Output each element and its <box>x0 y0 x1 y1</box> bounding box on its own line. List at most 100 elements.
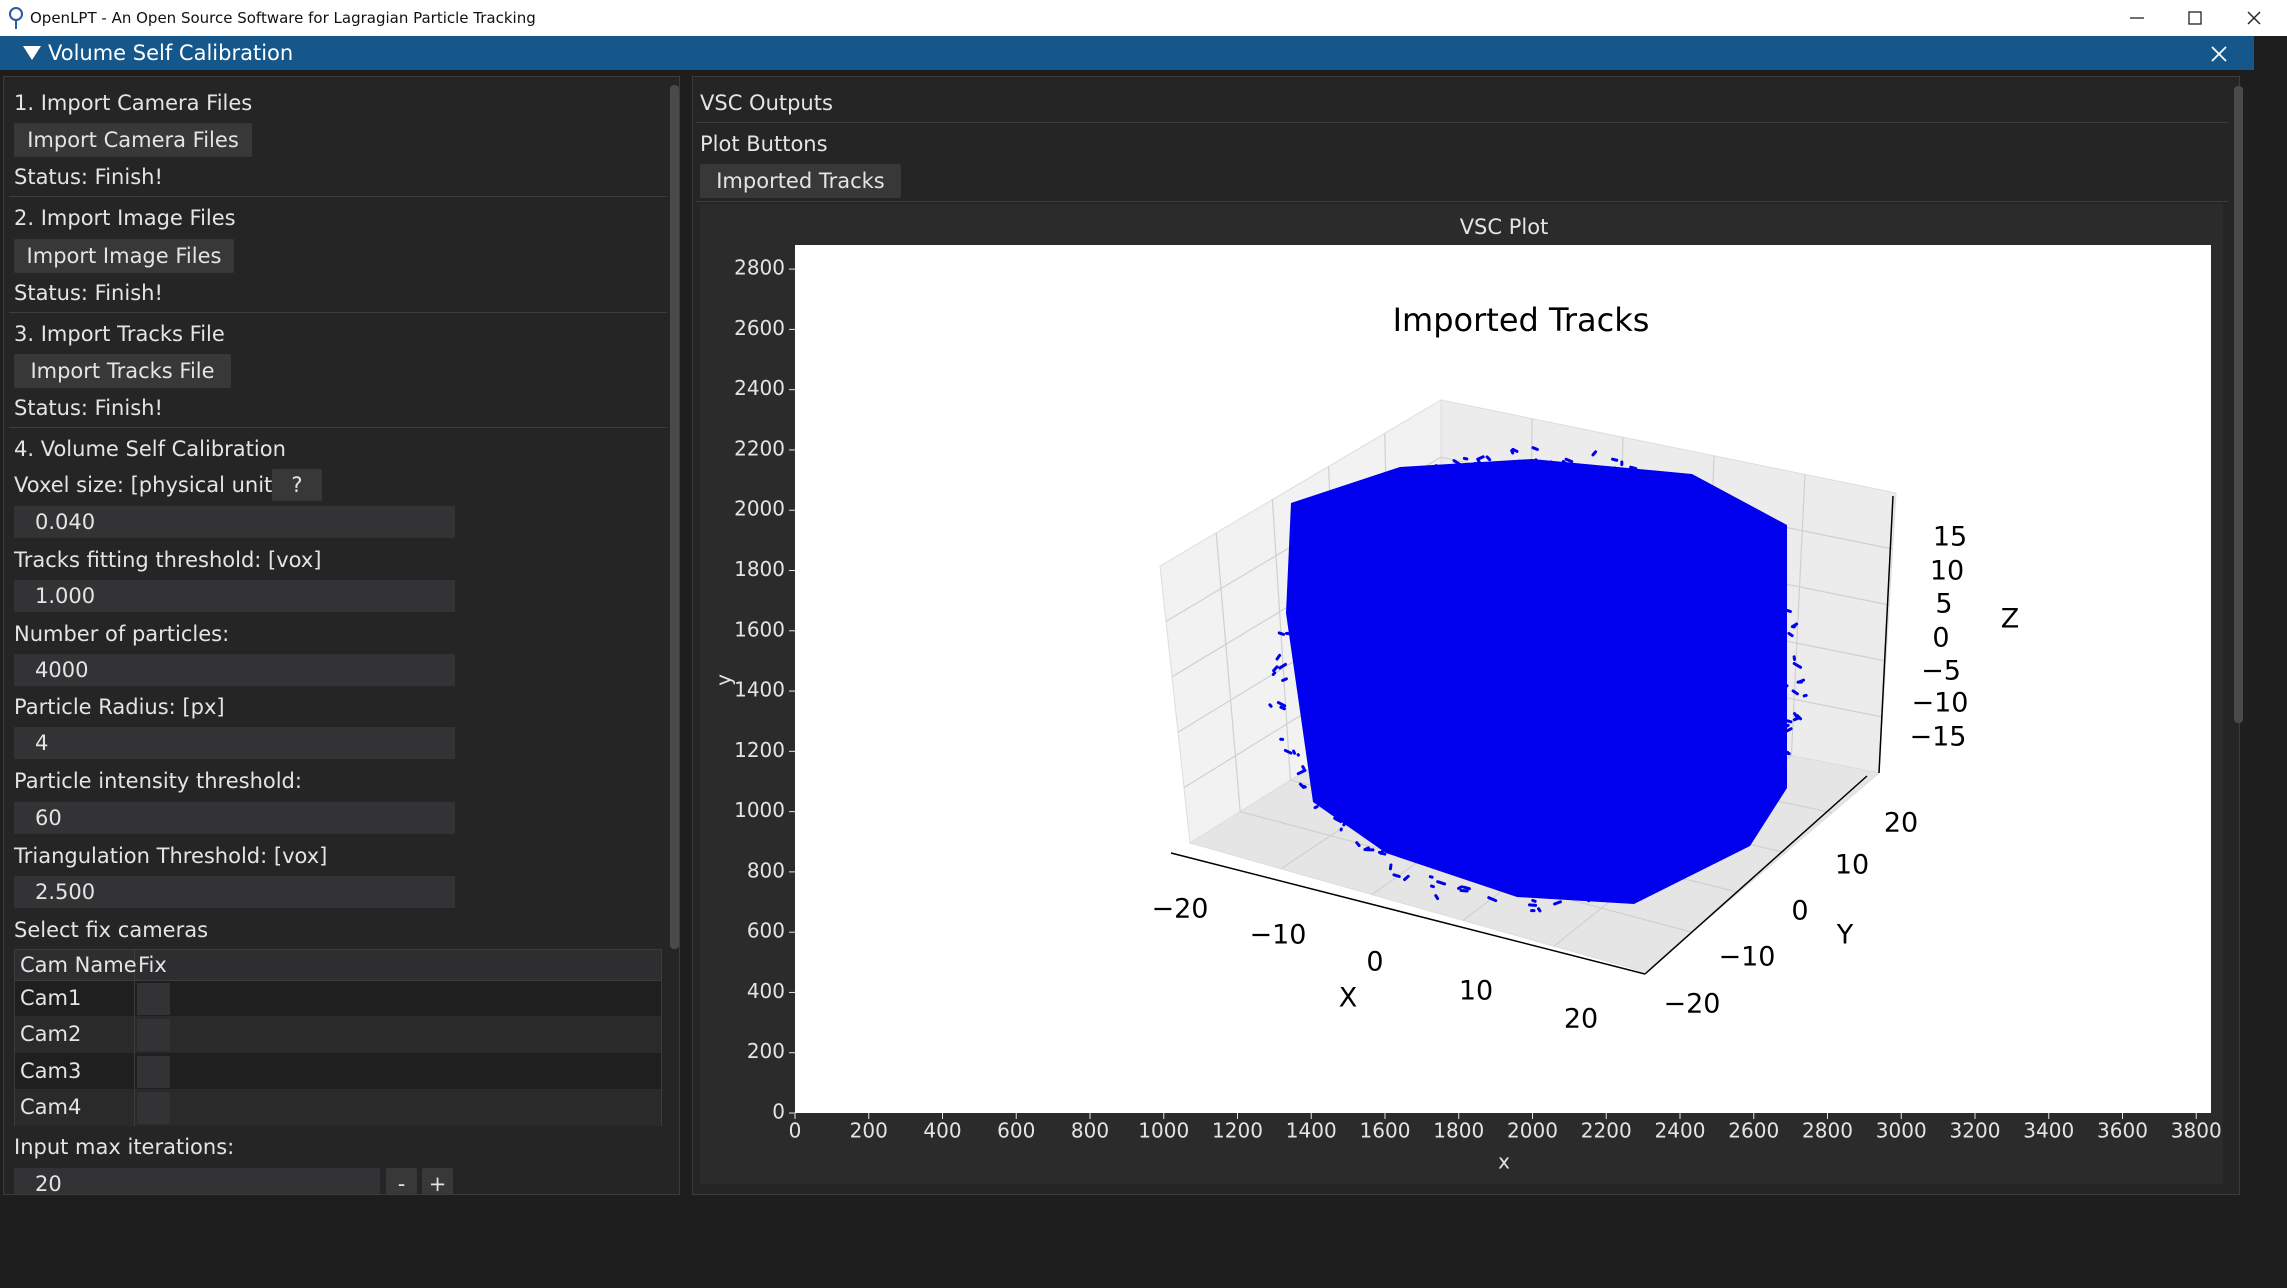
fix-checkbox[interactable] <box>137 1019 170 1051</box>
increment-button[interactable]: + <box>422 1168 453 1194</box>
row-divider <box>15 980 661 981</box>
status-text: Status: Finish! <box>14 165 163 189</box>
field-label: Triangulation Threshold: [vox] <box>14 844 328 868</box>
track-stroke <box>1782 727 1793 734</box>
iterations-input[interactable]: 20 <box>14 1168 380 1194</box>
track-stroke <box>1392 873 1401 878</box>
track-stroke <box>1700 504 1705 510</box>
track-stroke <box>1703 501 1709 507</box>
particle-radius-input[interactable]: 4 <box>14 727 455 759</box>
field-label: Tracks fitting threshold: [vox] <box>14 548 322 572</box>
track-stroke <box>1434 894 1440 901</box>
x3d-tick-label: −20 <box>1152 894 1209 925</box>
track-stroke <box>1580 891 1588 896</box>
track-stroke <box>1717 520 1724 525</box>
collapse-arrow[interactable] <box>22 45 42 61</box>
fix-checkbox[interactable] <box>137 1056 170 1088</box>
track-stroke <box>1689 498 1698 505</box>
import-camera-button[interactable]: Import Camera Files <box>14 123 252 157</box>
track-stroke <box>1403 874 1410 882</box>
section-heading: 2. Import Image Files <box>14 206 236 230</box>
track-stroke <box>1712 507 1720 515</box>
voxel-size-input[interactable]: 0.040 <box>14 506 455 538</box>
fit-threshold-input[interactable]: 1.000 <box>14 580 455 612</box>
track-stroke <box>1637 479 1647 484</box>
image-title: Imported Tracks <box>1393 301 1650 339</box>
track-stroke <box>1708 500 1715 504</box>
track-stroke <box>1713 515 1718 520</box>
track-stroke <box>1749 544 1758 552</box>
track-stroke <box>1707 847 1718 854</box>
x-tick-label: 400 <box>923 1119 961 1143</box>
x-axis-3d <box>1170 852 1646 975</box>
section-heading: VSC Outputs <box>700 91 833 115</box>
track-stroke <box>1333 816 1343 824</box>
intensity-threshold-input[interactable]: 60 <box>14 802 455 834</box>
close-icon[interactable] <box>2247 11 2261 25</box>
x-tick-label: 3000 <box>1876 1119 1927 1143</box>
track-stroke <box>1754 796 1758 803</box>
track-stroke <box>1779 591 1786 598</box>
track-stroke <box>1612 888 1617 896</box>
plot-title: VSC Plot <box>1460 215 1549 239</box>
track-stroke <box>1561 459 1570 467</box>
track-stroke <box>1564 457 1574 464</box>
track-stroke <box>1642 477 1647 482</box>
z3d-tick-label: −15 <box>1910 722 1967 753</box>
imported-tracks-button[interactable]: Imported Tracks <box>700 164 901 198</box>
separator <box>696 201 2228 202</box>
header-close[interactable] <box>2209 44 2229 64</box>
track-stroke <box>1762 580 1770 585</box>
import-tracks-button[interactable]: Import Tracks File <box>14 354 231 388</box>
table-header <box>15 950 661 981</box>
camera-name: Cam3 <box>20 1059 82 1083</box>
decrement-button[interactable]: - <box>386 1168 417 1194</box>
track-stroke <box>1700 497 1704 503</box>
track-stroke <box>1456 463 1467 469</box>
track-stroke <box>1725 525 1731 533</box>
track-stroke <box>1363 846 1370 852</box>
section-heading: 3. Import Tracks File <box>14 322 225 346</box>
track-stroke <box>1787 631 1794 638</box>
track-stroke <box>1457 885 1464 890</box>
pane-grid-line <box>1271 499 1291 781</box>
track-stroke <box>1272 665 1279 673</box>
plot-window: VSC Plot x y Imported Tracks −20 −10 0 1… <box>700 204 2223 1184</box>
track-stroke <box>1782 608 1792 614</box>
scrollbar[interactable] <box>670 85 679 949</box>
field-label: Particle Radius: [px] <box>14 695 225 719</box>
x-tick-label: 3600 <box>2097 1119 2148 1143</box>
x3d-tick-label: −10 <box>1250 920 1307 951</box>
track-stroke <box>1779 682 1789 688</box>
maximize-icon[interactable] <box>2188 11 2202 25</box>
window-title: OpenLPT - An Open Source Software for La… <box>30 9 536 27</box>
x-tick-label: 200 <box>850 1119 888 1143</box>
scrollbar[interactable] <box>2234 86 2243 723</box>
track-stroke <box>1771 761 1781 768</box>
panel-header[interactable]: Volume Self Calibration <box>0 36 2254 70</box>
field-label: Particle intensity threshold: <box>14 769 302 793</box>
fix-checkbox[interactable] <box>137 1092 170 1124</box>
y-tick-label: 1800 <box>734 557 785 581</box>
y-tick-label: 2000 <box>734 497 785 521</box>
pane-grid-line <box>1215 532 1241 812</box>
particle-count-input[interactable]: 4000 <box>14 654 455 686</box>
z3d-tick-label: 0 <box>1932 623 1949 654</box>
track-stroke <box>1784 718 1793 724</box>
track-stroke <box>1783 723 1790 729</box>
y-tick-label: 200 <box>747 1039 785 1063</box>
track-stroke <box>1772 748 1781 756</box>
z3d-tick-label: 10 <box>1930 556 1964 587</box>
track-stroke <box>1591 450 1598 457</box>
triangulation-threshold-input[interactable]: 2.500 <box>14 876 455 908</box>
y-tick-label: 1600 <box>734 617 785 641</box>
track-stroke <box>1271 671 1277 676</box>
track-stroke <box>1742 795 1752 801</box>
x3d-axis-label: X <box>1339 983 1358 1014</box>
import-image-button[interactable]: Import Image Files <box>14 239 234 273</box>
y-axis-label: y <box>712 674 736 686</box>
fix-checkbox[interactable] <box>137 983 170 1015</box>
track-stroke <box>1292 749 1297 755</box>
section-heading: Plot Buttons <box>700 132 828 156</box>
help-button[interactable]: ? <box>272 469 322 501</box>
